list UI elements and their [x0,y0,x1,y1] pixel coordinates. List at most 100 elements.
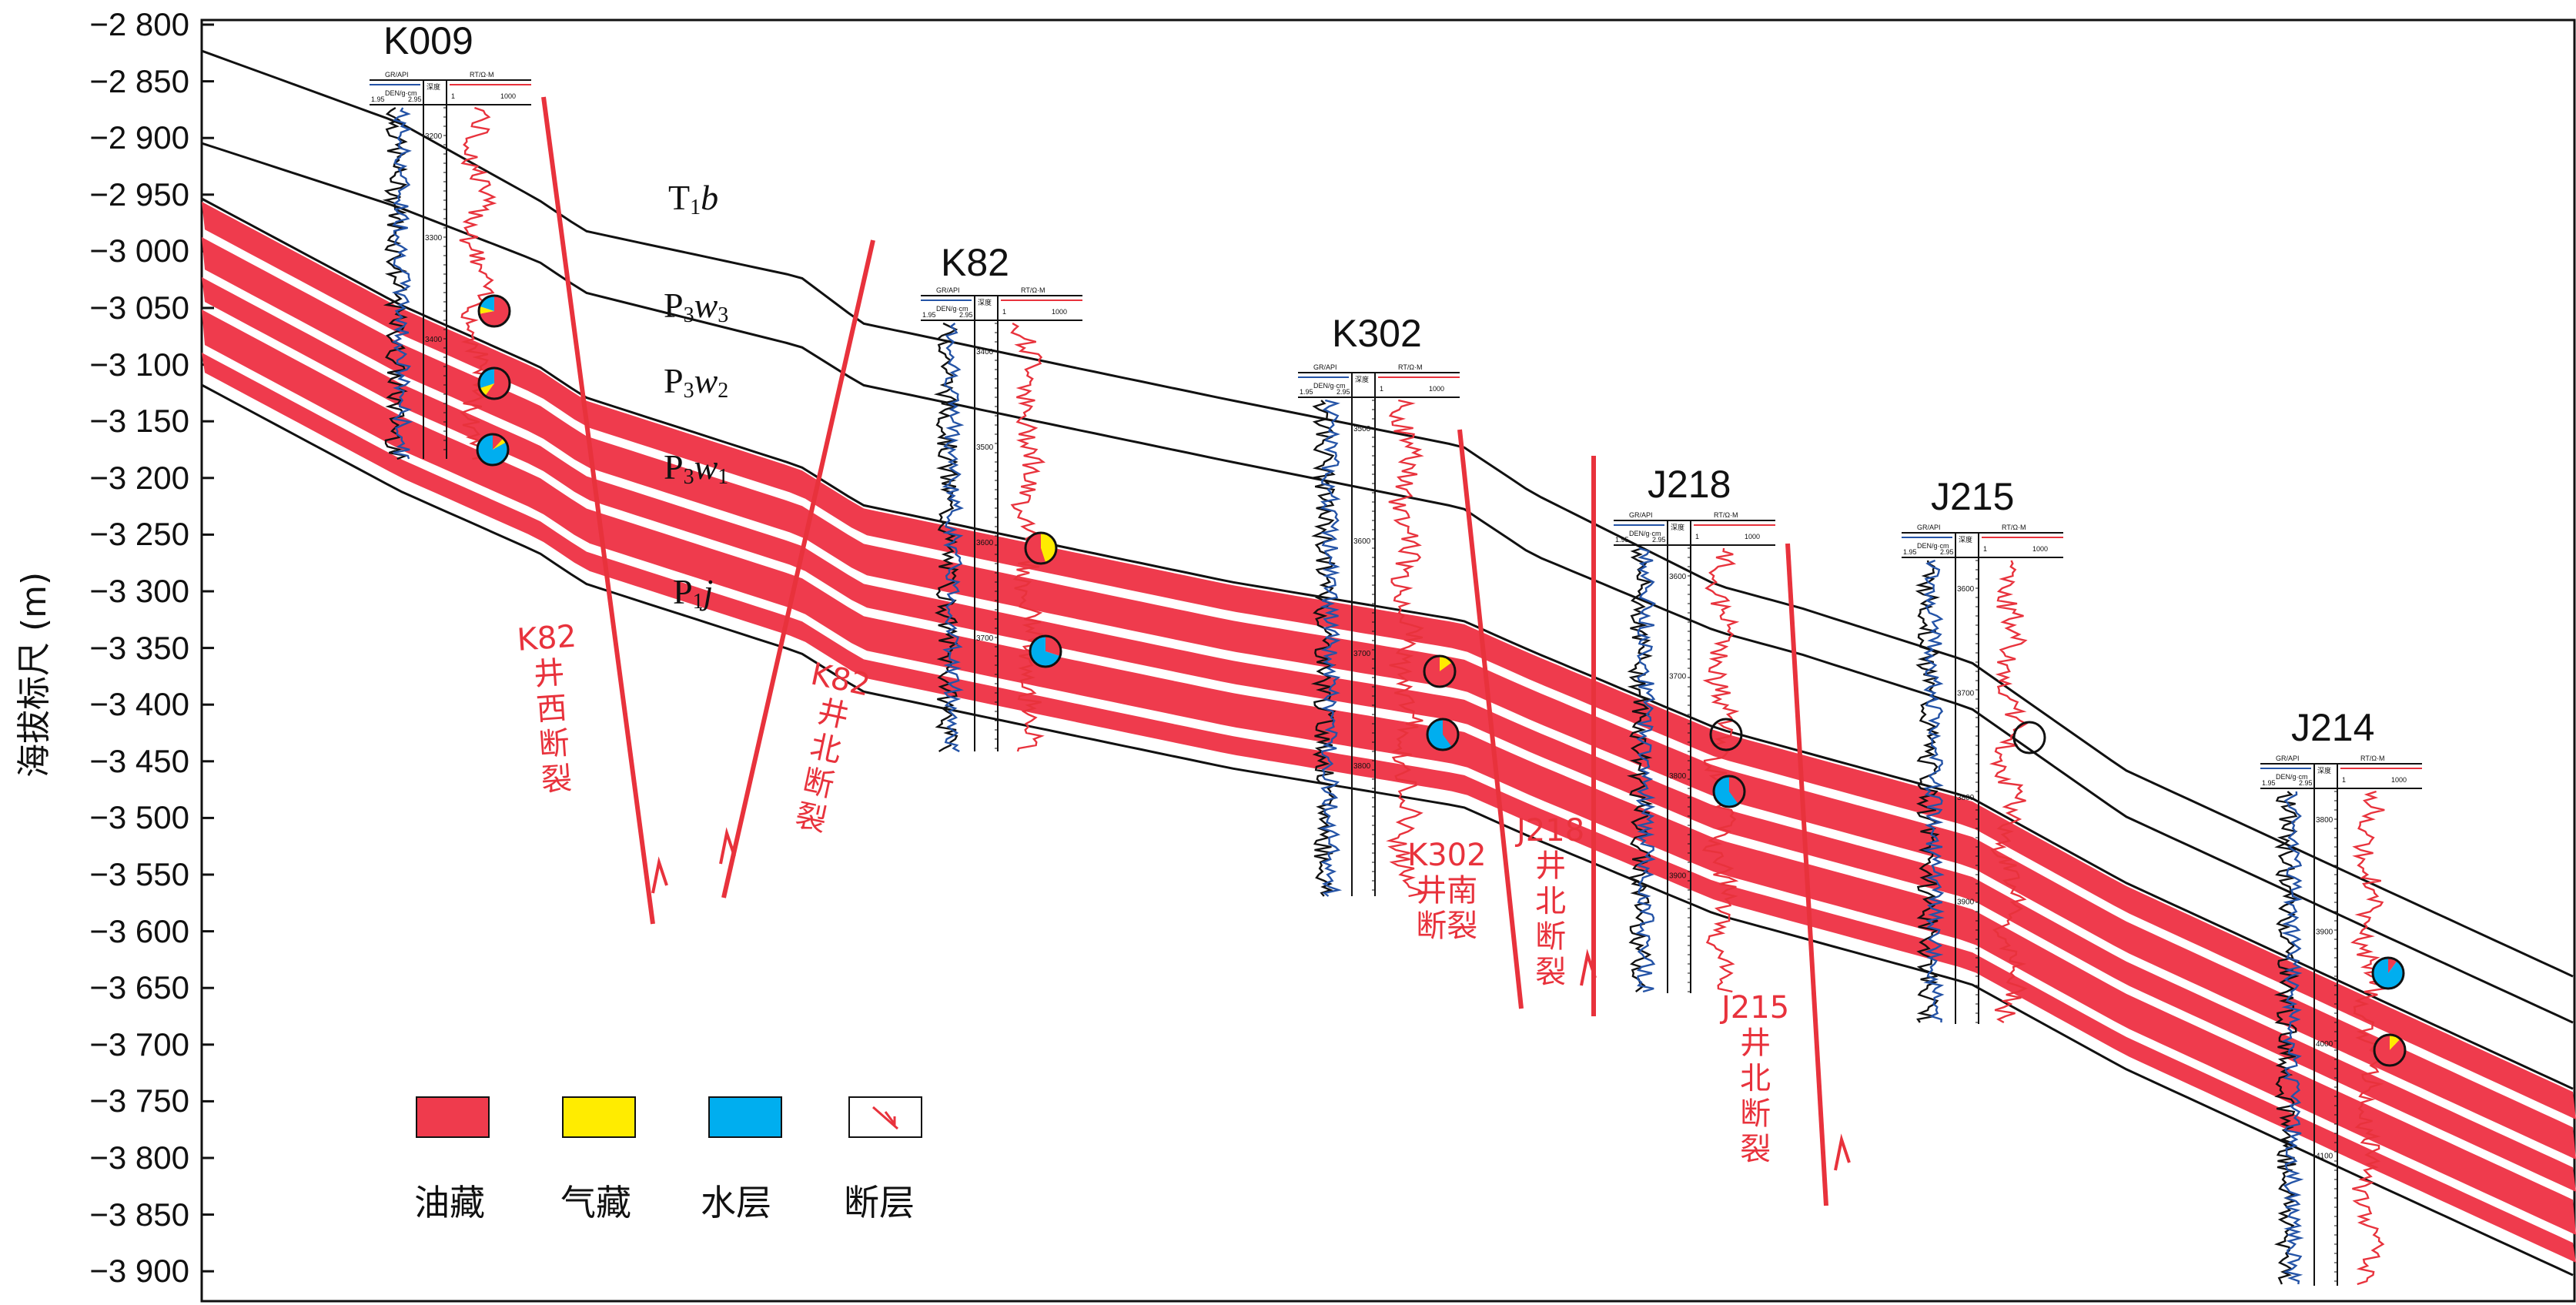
pie-k82-2 [1029,634,1062,668]
y-tick-label: −3 550 [89,856,189,892]
fault-label-k302-south: K302 井南 断裂 [1407,838,1487,944]
strat-label-p3w3: P3w3 [664,286,729,327]
log-header-rt-min: 1 [1695,533,1699,540]
legend-label-water: 水层 [701,1182,771,1223]
log-header-gr: GR/API [2276,755,2300,762]
pie-slice [477,434,508,465]
log-header-den: DEN/g·cm [1917,542,1949,550]
log-curve-gr [1915,560,1941,1023]
strat-label-t1b: T1b [668,178,719,219]
log-header-rt-max: 1000 [1052,308,1067,316]
log-depth-mark: 3600 [976,539,994,547]
log-curve-rt [1989,560,2029,1024]
y-tick-label: −2 900 [89,119,189,156]
log-header-den-min: 1.95 [1903,548,1917,556]
log-header-depth: 深度 [1959,535,1972,544]
log-depth-mark: 3500 [976,443,994,452]
fault-symbol-icon [872,1106,898,1130]
log-depth-mark: 3400 [976,348,994,356]
y-tick-label: −3 250 [89,516,189,553]
log-curve-den [2280,791,2304,1285]
log-header-gr: GR/API [936,286,960,294]
log-header-rt-min: 1 [1983,545,1987,553]
pie-slice [1423,656,1455,688]
log-curve-gr [933,322,959,753]
pie-k009-3 [476,433,510,467]
strat-label-p3w1: P3w1 [664,447,729,489]
horizon-p3w-top [202,142,2574,1024]
y-tick-label: −3 500 [89,799,189,836]
log-header-gr: GR/API [1629,511,1653,519]
log-depth-mark: 3800 [1957,794,1975,802]
pie-outline [2012,721,2046,755]
pie-slice [2390,1035,2400,1050]
log-header-rt: RT/Ω·M [2360,755,2385,762]
plot-frame [200,18,2576,1303]
log-depth-mark: 3600 [1957,585,1975,594]
pie-slice [493,434,503,450]
pie-outline [1712,775,1746,808]
pie-slice [2374,1035,2405,1066]
log-curve-rt [459,106,497,460]
log-depth-mark: 3400 [425,336,443,344]
log-header-den-min: 1.95 [2262,779,2276,787]
horizon-p1j-top [202,383,2574,1277]
well-log-k009: GR/API DEN/g·cm 深度 RT/Ω·M 1 1000 1.95 2.95 3200 3… [370,71,531,460]
log-curve-den [1922,559,1945,1023]
log-header-depth: 深度 [1671,523,1684,532]
pie-k302-1 [1423,654,1457,688]
log-header-gr: GR/API [1917,524,1941,531]
pie-j214-2 [2373,1033,2407,1067]
log-header-den: DEN/g·cm [1629,530,1661,537]
log-header-rt-min: 1 [1380,385,1383,393]
pie-j215-1 [2012,721,2046,755]
log-header-rt-max: 1000 [500,92,516,100]
log-header-den-max: 2.95 [959,311,973,319]
pie-slice [2388,958,2397,973]
well-label-k302: K302 [1332,312,1422,355]
log-depth-mark: 3800 [1353,762,1371,771]
axis-ticks [202,23,214,1273]
y-tick-label: −3 150 [89,403,189,440]
log-header-den: DEN/g·cm [936,305,969,313]
pie-slice [479,296,494,311]
log-depth-mark: 3900 [1669,872,1687,881]
well-label-j215: J215 [1931,475,2015,518]
y-tick-label: −3 450 [89,742,189,779]
log-depth-mark: 3900 [1957,898,1975,907]
well-log-j218: GR/API DEN/g·cm 深度 RT/Ω·M 1 1000 1.95 2.95 3600 3… [1614,511,1775,993]
log-curve-gr [382,106,410,460]
log-depth-mark: 3800 [2316,816,2333,825]
strat-label-p1j: P1j [673,572,714,614]
log-header-depth: 深度 [978,298,992,307]
log-depth-mark: 3600 [1353,537,1371,546]
fault-line [1457,429,1524,1009]
well-label-k009: K009 [383,19,473,62]
pie-j218-2 [1712,775,1746,808]
fault-label-j215-north: J215 井北断裂 [1721,990,1790,1167]
y-tick-label: −3 600 [89,912,189,949]
y-tick-label: −3 400 [89,686,189,723]
well-log-j214: GR/API DEN/g·cm 深度 RT/Ω·M 1 1000 1.95 2.95 3800 3… [2260,755,2422,1286]
log-header-den-min: 1.95 [1615,536,1629,544]
log-header-rt-min: 1 [1002,308,1006,316]
pie-k009-2 [477,366,511,400]
legend-swatch-oil [416,1096,490,1138]
well-label-k82: K82 [941,241,1009,284]
fault-label-k82-west: K82 井西断裂 [516,618,578,799]
pie-outline [2373,1033,2407,1067]
y-tick-label: −3 200 [89,459,189,496]
legend-swatch-fault [848,1096,922,1138]
pie-slice [493,438,507,450]
pie-outline [1024,531,1058,565]
pie-outline [476,433,510,467]
y-tick-label: −2 950 [89,176,189,212]
pie-outline [1423,654,1457,688]
y-tick-label: −3 650 [89,969,189,1006]
log-header-depth: 深度 [2317,766,2331,775]
fault-slip-arrow [1580,949,1597,986]
y-tick-label: −3 700 [89,1026,189,1062]
legend-swatch-gas [562,1096,636,1138]
